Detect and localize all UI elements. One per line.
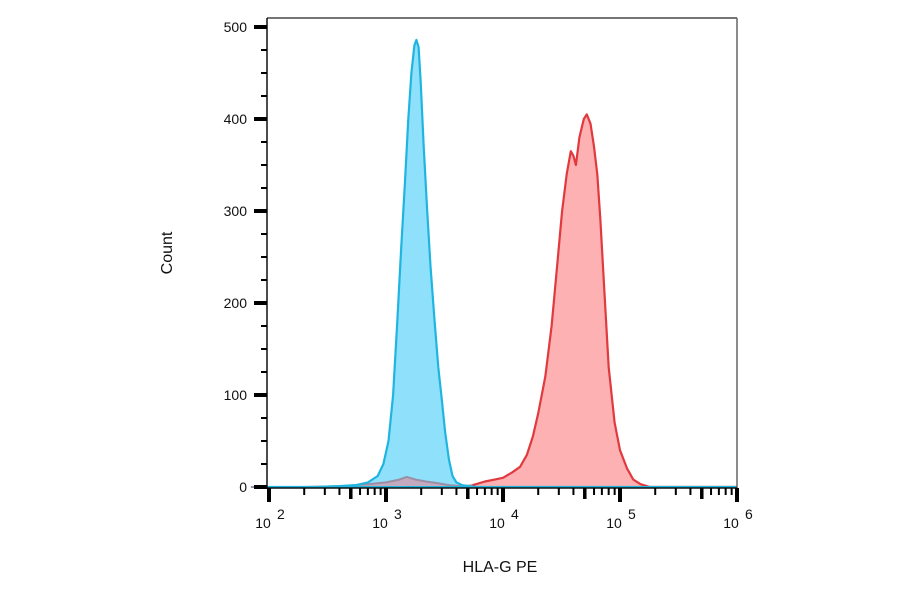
plot-area bbox=[250, 38, 737, 489]
x-tick-label: 10 bbox=[489, 515, 505, 531]
blue-histogram-fill bbox=[267, 39, 737, 488]
x-tick-label: 10 bbox=[606, 515, 622, 531]
blue-histogram-line bbox=[267, 38, 737, 489]
y-tick-label: 400 bbox=[224, 111, 248, 127]
plot-frame bbox=[266, 17, 738, 489]
x-axis-title: HLA-G PE bbox=[463, 559, 538, 576]
y-tick-label: 100 bbox=[224, 387, 248, 403]
y-axis-title: Count bbox=[159, 231, 176, 274]
x-tick-label: 10 bbox=[723, 515, 739, 531]
x-tick-exponent: 4 bbox=[511, 506, 519, 522]
red-histogram-line bbox=[472, 113, 737, 489]
x-tick-exponent: 5 bbox=[628, 506, 636, 522]
y-tick-label: 200 bbox=[224, 295, 248, 311]
x-tick-label: 10 bbox=[255, 515, 271, 531]
x-tick-exponent: 2 bbox=[277, 506, 285, 522]
x-axis: 10 2 10 3 10 4 10 5 10 6 bbox=[255, 488, 753, 531]
red-histogram-fill bbox=[267, 114, 737, 488]
y-tick-label: 300 bbox=[224, 203, 248, 219]
x-tick-exponent: 3 bbox=[394, 506, 402, 522]
x-tick-exponent: 6 bbox=[745, 506, 753, 522]
y-axis: 0 100 200 300 400 500 bbox=[224, 19, 267, 495]
y-tick-label: 0 bbox=[239, 479, 247, 495]
x-tick-label: 10 bbox=[372, 515, 388, 531]
y-tick-label: 500 bbox=[224, 19, 248, 35]
